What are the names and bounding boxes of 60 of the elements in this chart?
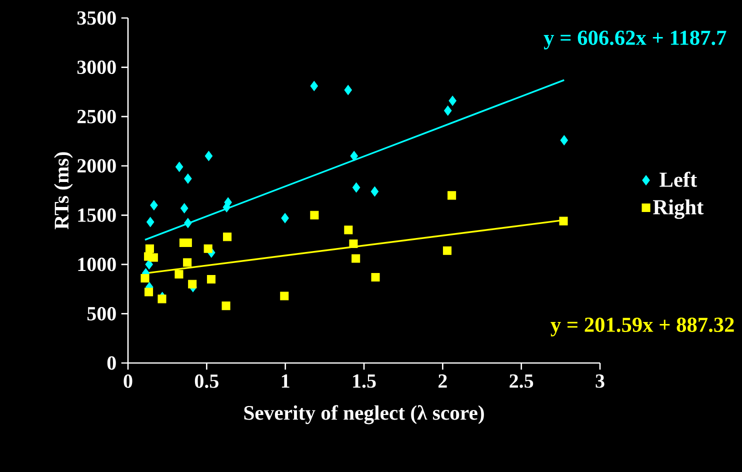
point [150, 200, 158, 210]
x-tick-label: 1.5 [353, 374, 376, 388]
x-tick-label: 0 [124, 374, 132, 388]
point [158, 294, 166, 304]
point [149, 253, 158, 262]
y-tick-label: 500 [87, 306, 116, 320]
point [145, 244, 154, 253]
x-tick-label: 0.5 [194, 374, 218, 388]
point [175, 162, 184, 172]
point [140, 274, 150, 282]
point [344, 84, 352, 96]
point [183, 258, 192, 267]
point [310, 210, 319, 220]
point [206, 274, 216, 284]
point [222, 202, 231, 212]
point [144, 288, 154, 296]
point [560, 135, 568, 146]
x-tick-label: 3 [596, 374, 604, 388]
x-tick-label: 1 [282, 374, 290, 388]
point [371, 272, 380, 282]
point [204, 150, 213, 162]
point [184, 218, 192, 228]
point [344, 226, 353, 234]
y-tick-label: 2500 [77, 110, 116, 124]
point [145, 259, 153, 270]
point [370, 186, 379, 197]
point [146, 216, 154, 228]
x-tick-label: 2 [438, 374, 447, 388]
point [184, 174, 192, 184]
point [188, 280, 197, 288]
point [559, 216, 568, 226]
point [350, 150, 358, 162]
annotation: y = 201.59x + 887.32 [550, 318, 734, 336]
x-tick-label: 2.5 [510, 374, 534, 388]
point [223, 232, 232, 242]
y-tick-label: 2000 [77, 159, 116, 173]
point [444, 106, 452, 116]
point [448, 96, 456, 106]
point [281, 213, 289, 224]
point [222, 302, 230, 310]
y-tick-label: 3500 [77, 11, 116, 25]
point [204, 244, 212, 253]
y-tick-label: 0 [107, 356, 116, 370]
point [352, 182, 360, 193]
point [180, 203, 188, 214]
point [310, 80, 318, 92]
legend-label: Right [653, 199, 704, 219]
point [280, 292, 289, 300]
legend-label: Left [660, 172, 698, 187]
point [174, 270, 184, 279]
point [448, 191, 456, 200]
point [349, 239, 358, 248]
y-axis-title: RTs (ms) [54, 152, 73, 230]
point [442, 246, 452, 255]
x-axis-title: Severity of neglect (λ score) [244, 405, 484, 424]
annotation: y = 606.62x + 1187.7 [544, 30, 726, 50]
y-tick-label: 3000 [77, 60, 116, 74]
y-tick-label: 1000 [78, 258, 116, 272]
point [352, 254, 360, 263]
y-tick-label: 1500 [78, 208, 116, 222]
